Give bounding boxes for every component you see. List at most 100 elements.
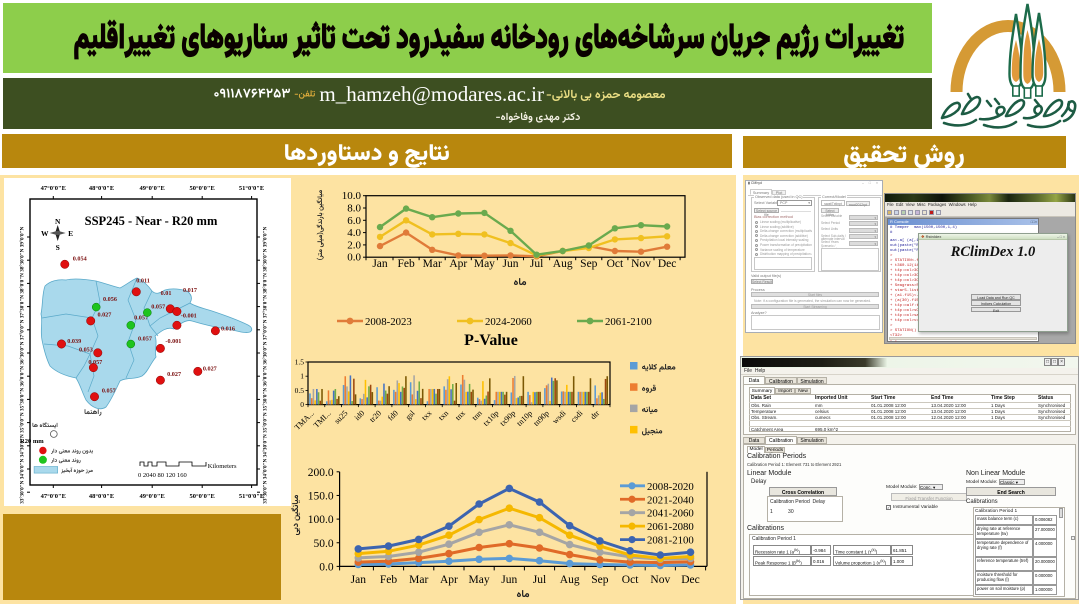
svg-text:0.057: 0.057 [151, 304, 165, 311]
svg-text:Sep: Sep [580, 258, 598, 270]
svg-text:csdi: csdi [569, 408, 585, 424]
svg-text:34°0'0"N: 34°0'0"N [19, 458, 26, 479]
svg-text:0.0: 0.0 [347, 252, 361, 264]
svg-text:S: S [56, 243, 60, 252]
svg-text:Jun: Jun [501, 574, 517, 586]
svg-text:TMA...: TMA... [293, 409, 316, 432]
svg-text:Kilometers: Kilometers [208, 463, 237, 470]
svg-text:tn90p: tn90p [532, 409, 551, 428]
svg-text:-0.001: -0.001 [181, 312, 197, 319]
svg-text:2041-2060: 2041-2060 [647, 508, 694, 520]
svg-text:tr20: tr20 [368, 409, 383, 424]
svg-text:8.0: 8.0 [347, 203, 361, 215]
svg-text:200.0: 200.0 [308, 467, 334, 479]
svg-text:51°0'0"E: 51°0'0"E [239, 185, 264, 192]
svg-text:34°0'0"N: 34°0'0"N [262, 458, 269, 479]
svg-text:36°30'0"N: 36°30'0"N [262, 341, 269, 364]
svg-text:Oct: Oct [622, 574, 639, 586]
svg-text:TMI...: TMI... [312, 409, 333, 430]
svg-text:2008-2023: 2008-2023 [365, 316, 412, 328]
svg-text:0.057: 0.057 [138, 335, 152, 342]
svg-text:100.0: 100.0 [308, 514, 334, 526]
svg-text:48°0'0"E: 48°0'0"E [89, 185, 114, 192]
svg-text:May: May [469, 574, 490, 586]
svg-text:tn10p: tn10p [515, 409, 534, 428]
svg-text:47°0'0"E: 47°0'0"E [41, 493, 66, 500]
svg-text:0: 0 [300, 400, 304, 409]
svg-text:38°30'0"N: 38°30'0"N [262, 248, 269, 271]
svg-text:48°0'0"E: 48°0'0"E [89, 493, 114, 500]
svg-text:51°0'0"E: 51°0'0"E [239, 493, 264, 500]
svg-text:2.0: 2.0 [347, 239, 361, 251]
svg-text:E: E [68, 229, 73, 238]
svg-text:38°0'0"N: 38°0'0"N [262, 273, 269, 294]
svg-text:W: W [41, 229, 49, 238]
svg-text:49°0'0"E: 49°0'0"E [140, 185, 165, 192]
svg-text:33°30'0"N: 33°30'0"N [262, 480, 269, 503]
svg-text:su25: su25 [332, 409, 349, 426]
svg-text:47°0'0"E: 47°0'0"E [41, 185, 66, 192]
svg-text:-0.001: -0.001 [165, 338, 181, 345]
svg-text:36°0'0"N: 36°0'0"N [262, 366, 269, 387]
svg-text:37°30'0"N: 37°30'0"N [19, 295, 26, 318]
svg-text:0.011: 0.011 [136, 278, 150, 285]
svg-text:m_hamzeh@modares.ac.ir: m_hamzeh@modares.ac.ir [319, 82, 544, 106]
svg-text:0.056: 0.056 [103, 296, 117, 303]
svg-text:fd0: fd0 [386, 409, 400, 423]
svg-text:37°30'0"N: 37°30'0"N [262, 295, 269, 318]
svg-text:0.057: 0.057 [88, 359, 102, 366]
svg-text:Dec: Dec [658, 258, 677, 270]
svg-text:txn: txn [437, 409, 451, 423]
svg-text:R20 mm: R20 mm [20, 438, 44, 445]
svg-text:Apr: Apr [449, 258, 467, 270]
svg-text:39°0'0"N: 39°0'0"N [262, 226, 269, 247]
svg-text:38°0'0"N: 38°0'0"N [19, 273, 26, 294]
svg-text:0.057: 0.057 [134, 315, 148, 322]
svg-text:2061-2080: 2061-2080 [647, 521, 694, 533]
svg-text:dtr: dtr [589, 408, 602, 421]
svg-text:0.0: 0.0 [319, 561, 334, 573]
svg-text:txx: txx [420, 409, 434, 423]
svg-text:0 2040 80 120 160: 0 2040 80 120 160 [138, 472, 187, 479]
svg-text:35°30'0"N: 35°30'0"N [19, 388, 26, 411]
svg-text:Feb: Feb [397, 258, 415, 270]
svg-text:Jun: Jun [503, 258, 519, 270]
svg-text:Apr: Apr [440, 574, 458, 586]
svg-text:0.016: 0.016 [221, 325, 235, 332]
svg-text:tx10p: tx10p [481, 409, 500, 428]
svg-text:Aug: Aug [560, 574, 580, 586]
svg-text:0.027: 0.027 [203, 366, 217, 373]
svg-text:1: 1 [300, 372, 304, 381]
svg-text:10.0: 10.0 [342, 190, 362, 202]
svg-text:35°0'0"N: 35°0'0"N [262, 412, 269, 433]
svg-text:Oct: Oct [607, 258, 624, 270]
svg-text:tnx: tnx [453, 409, 467, 423]
svg-text:34°30'0"N: 34°30'0"N [262, 434, 269, 457]
svg-text:0.01: 0.01 [161, 290, 172, 297]
svg-text:Jan: Jan [372, 258, 388, 270]
svg-text:0.057: 0.057 [102, 388, 116, 395]
svg-text:39°0'0"N: 39°0'0"N [19, 226, 26, 247]
svg-text:Dec: Dec [681, 574, 700, 586]
svg-text:35°0'0"N: 35°0'0"N [19, 412, 26, 433]
svg-text:2061-2100: 2061-2100 [605, 316, 652, 328]
svg-text:36°30'0"N: 36°30'0"N [19, 341, 26, 364]
svg-text:6.0: 6.0 [347, 215, 361, 227]
svg-text:P-Value: P-Value [464, 332, 518, 349]
svg-text:Nov: Nov [650, 574, 670, 586]
svg-text:0.054: 0.054 [73, 256, 87, 263]
svg-text:2021-2040: 2021-2040 [647, 494, 694, 506]
svg-text:Mar: Mar [423, 258, 442, 270]
svg-text:0.027: 0.027 [167, 371, 181, 378]
svg-text:2024-2060: 2024-2060 [485, 316, 532, 328]
svg-text:0.039: 0.039 [67, 338, 81, 345]
svg-text:tx90p: tx90p [498, 409, 517, 428]
svg-text:150.0: 150.0 [308, 490, 334, 502]
svg-text:Jul: Jul [530, 258, 543, 270]
svg-text:wsdi: wsdi [551, 408, 569, 426]
svg-text:0.017: 0.017 [183, 287, 197, 294]
svg-text:38°30'0"N: 38°30'0"N [19, 248, 26, 271]
svg-text:Nov: Nov [631, 258, 651, 270]
svg-text:Aug: Aug [553, 258, 573, 270]
svg-text:50°0'0"E: 50°0'0"E [190, 493, 215, 500]
